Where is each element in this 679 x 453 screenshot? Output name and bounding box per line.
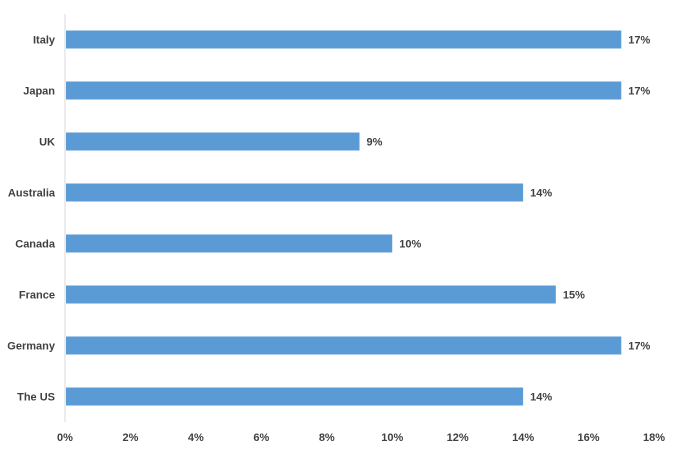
bar: [66, 387, 524, 406]
category-label: Italy: [33, 35, 56, 47]
x-tick-label: 12%: [447, 432, 469, 444]
x-tick-label: 14%: [512, 432, 534, 444]
category-label: Germany: [7, 341, 56, 353]
x-tick-label: 6%: [253, 432, 269, 444]
category-label: The US: [17, 392, 55, 404]
x-tick-label: 16%: [578, 432, 600, 444]
data-label: 10%: [399, 239, 421, 251]
x-tick-label: 18%: [643, 432, 665, 444]
category-label: France: [19, 290, 55, 302]
bar: [66, 234, 393, 253]
bar: [66, 183, 524, 202]
data-label: 14%: [530, 392, 552, 404]
data-label: 17%: [628, 341, 650, 353]
x-tick-labels-group: 0% 2% 4% 6% 8% 10% 12% 14% 16% 18%: [57, 432, 665, 444]
x-tick-label: 4%: [188, 432, 204, 444]
data-label: 15%: [563, 290, 585, 302]
bar: [66, 336, 622, 355]
data-labels-group: 17% 17% 9% 14% 10% 15% 17% 14%: [367, 35, 651, 404]
x-tick-label: 2%: [122, 432, 138, 444]
data-label: 17%: [628, 86, 650, 98]
category-label: Japan: [23, 86, 55, 98]
data-label: 9%: [367, 137, 383, 149]
data-label: 17%: [628, 35, 650, 47]
x-tick-label: 10%: [381, 432, 403, 444]
x-tick-label: 0%: [57, 432, 73, 444]
bar: [66, 81, 622, 100]
category-label: UK: [39, 137, 55, 149]
bar: [66, 132, 360, 151]
category-label: Australia: [8, 188, 56, 200]
data-label: 14%: [530, 188, 552, 200]
bars-group: [66, 30, 622, 406]
bar: [66, 285, 556, 304]
category-label: Canada: [15, 239, 56, 251]
category-labels-group: Italy Japan UK Australia Canada France Germany…: [7, 35, 56, 404]
bar: [66, 30, 622, 49]
x-tick-label: 8%: [319, 432, 335, 444]
